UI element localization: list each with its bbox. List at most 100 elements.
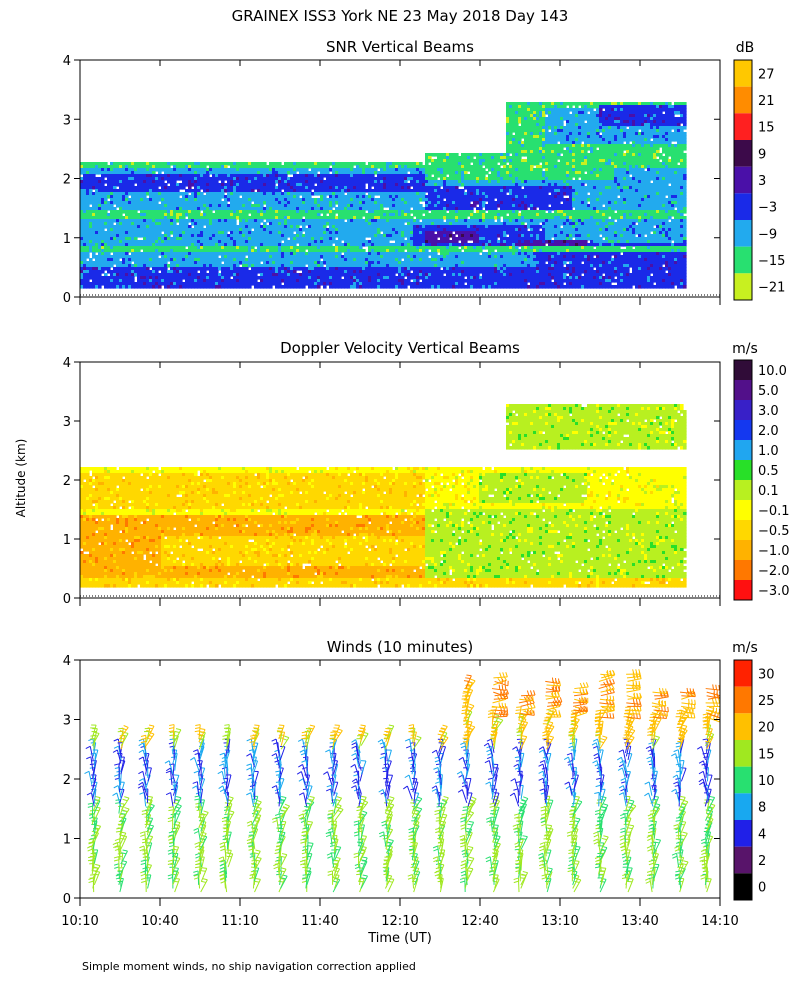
heatmap-cell [425, 210, 429, 214]
heatmap-cell [575, 153, 579, 157]
heatmap-cell [104, 186, 108, 190]
heatmap-cell [677, 153, 681, 157]
heatmap-cell [92, 201, 96, 205]
heatmap-cell [308, 207, 312, 211]
heatmap-cell [467, 210, 471, 214]
heatmap-cell [656, 186, 660, 190]
heatmap-cell [653, 126, 657, 130]
heatmap-cell [131, 210, 135, 214]
heatmap-cell [647, 114, 651, 118]
heatmap-cell [452, 177, 456, 181]
heatmap-cell [152, 174, 156, 178]
heatmap-cell [503, 174, 507, 178]
heatmap-cell [143, 219, 147, 223]
heatmap-cell [545, 135, 549, 139]
heatmap-cell [587, 126, 591, 130]
heatmap-cell [263, 210, 267, 214]
heatmap-cell [674, 162, 678, 166]
heatmap-cell [542, 189, 546, 193]
heatmap-cell [455, 213, 459, 217]
heatmap-cell [305, 180, 309, 184]
heatmap-cell [626, 213, 630, 217]
heatmap-cell [509, 135, 513, 139]
heatmap-cell [158, 171, 162, 175]
heatmap-cell [560, 150, 564, 154]
heatmap-cell [620, 156, 624, 160]
heatmap-cell [671, 177, 675, 181]
heatmap-cell [632, 174, 636, 178]
heatmap-cell [656, 126, 660, 130]
heatmap-cell [263, 162, 267, 166]
heatmap-cell [410, 183, 414, 187]
heatmap-cell [86, 189, 90, 193]
heatmap-cell [476, 180, 480, 184]
heatmap-cell [629, 147, 633, 151]
heatmap-cell [152, 186, 156, 190]
heatmap-cell [401, 174, 405, 178]
heatmap-cell [458, 171, 462, 175]
heatmap-cell [536, 144, 540, 148]
heatmap-cell [359, 180, 363, 184]
heatmap-cell [137, 207, 141, 211]
heatmap-cell [677, 156, 681, 160]
heatmap-cell [350, 171, 354, 175]
heatmap-cell [509, 198, 513, 202]
heatmap-cell [227, 210, 231, 214]
heatmap-cell [206, 162, 210, 166]
heatmap-cell [590, 105, 594, 109]
heatmap-cell [227, 216, 231, 220]
heatmap-cell [230, 180, 234, 184]
heatmap-cell [608, 120, 612, 124]
heatmap-cell [269, 177, 273, 181]
heatmap-cell [404, 213, 408, 217]
heatmap-cell [182, 207, 186, 211]
heatmap-cell [98, 207, 102, 211]
heatmap-cell [560, 183, 564, 187]
heatmap-cell [563, 204, 567, 208]
heatmap-cell [536, 150, 540, 154]
heatmap-cell [581, 111, 585, 115]
heatmap-cell [632, 183, 636, 187]
heatmap-cell [194, 180, 198, 184]
heatmap-cell [395, 210, 399, 214]
heatmap-cell [674, 135, 678, 139]
heatmap-cell [101, 216, 105, 220]
heatmap-cell [464, 198, 468, 202]
heatmap-cell [572, 213, 576, 217]
heatmap-cell [683, 156, 687, 160]
heatmap-cell [386, 171, 390, 175]
heatmap-cell [122, 162, 126, 166]
heatmap-cell [125, 165, 129, 169]
heatmap-cell [176, 198, 180, 202]
heatmap-cell [551, 174, 555, 178]
heatmap-cell [668, 129, 672, 133]
heatmap-cell [140, 165, 144, 169]
heatmap-cell [164, 198, 168, 202]
heatmap-cell [581, 168, 585, 172]
heatmap-cell [683, 192, 687, 196]
heatmap-cell [110, 171, 114, 175]
heatmap-cell [266, 168, 270, 172]
heatmap-cell [365, 177, 369, 181]
heatmap-cell [359, 186, 363, 190]
heatmap-cell [329, 216, 333, 220]
heatmap-cell [554, 174, 558, 178]
heatmap-cell [479, 177, 483, 181]
heatmap-cell [404, 198, 408, 202]
heatmap-cell [344, 198, 348, 202]
heatmap-cell [677, 165, 681, 169]
heatmap-cell [170, 216, 174, 220]
heatmap-cell [539, 177, 543, 181]
heatmap-cell [566, 180, 570, 184]
heatmap-cell [581, 180, 585, 184]
heatmap-cell [668, 105, 672, 109]
heatmap-cell [377, 171, 381, 175]
heatmap-cell [209, 186, 213, 190]
heatmap-cell [455, 201, 459, 205]
heatmap-cell [299, 174, 303, 178]
heatmap-cell [518, 147, 522, 151]
heatmap-cell [338, 162, 342, 166]
heatmap-cell [581, 138, 585, 142]
heatmap-cell [173, 189, 177, 193]
heatmap-cell [518, 117, 522, 121]
